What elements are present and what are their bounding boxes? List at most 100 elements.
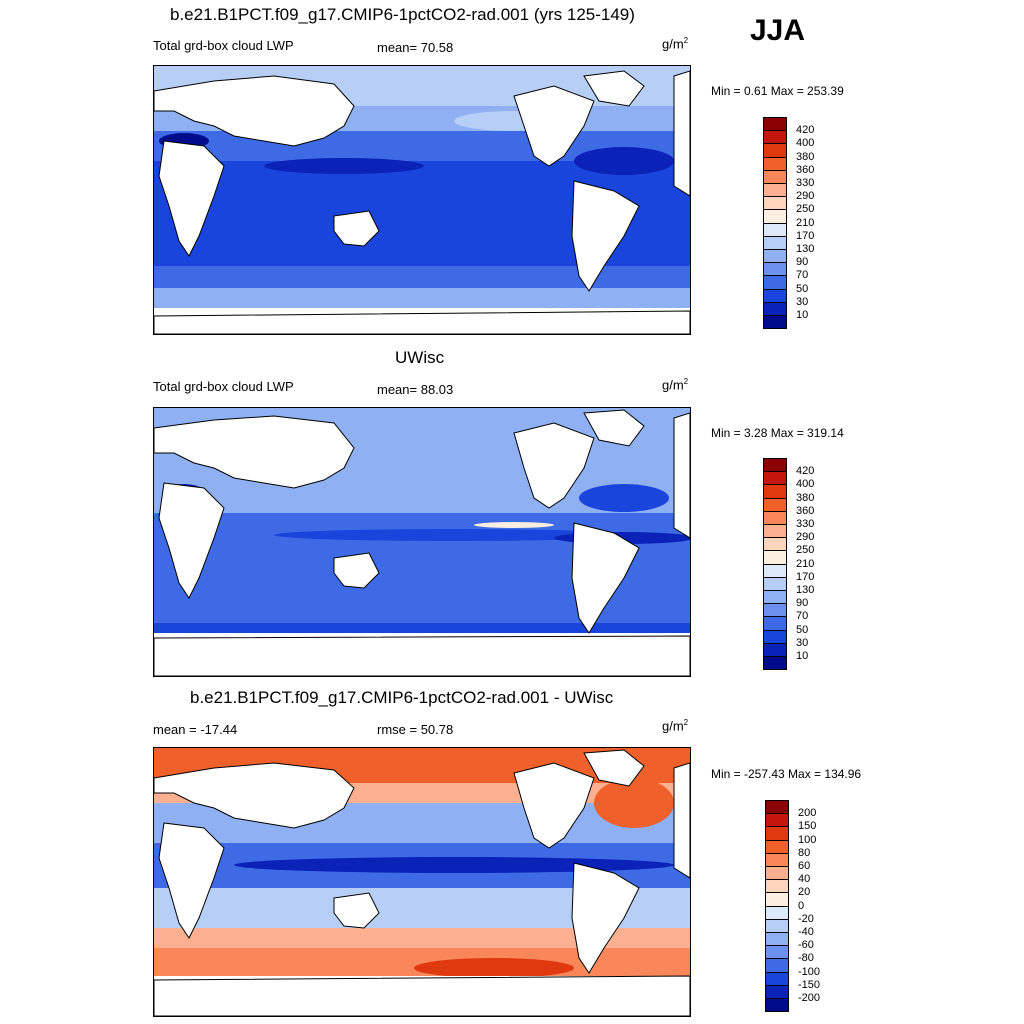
colorbar-swatch — [765, 984, 789, 999]
colorbar-label: 170 — [796, 229, 815, 242]
colorbar-swatch — [763, 642, 787, 657]
colorbar-swatch — [763, 130, 787, 145]
colorbar-swatch — [763, 537, 787, 552]
colorbar-swatch — [763, 301, 787, 316]
panel-1-map — [153, 65, 691, 335]
panel-1-mean-label: mean= 70.58 — [377, 40, 454, 55]
colorbar-swatch — [765, 800, 789, 815]
colorbar-label: 420 — [796, 124, 815, 137]
colorbar-swatch — [763, 497, 787, 512]
colorbar-label: 40 — [798, 873, 811, 886]
colorbar-swatch — [765, 839, 789, 854]
colorbar-label: -60 — [798, 939, 814, 952]
colorbar-label: 30 — [796, 636, 809, 649]
colorbar-swatch — [765, 932, 789, 947]
colorbar-swatch — [763, 603, 787, 618]
colorbar-swatch — [765, 905, 789, 920]
colorbar-swatch — [765, 971, 789, 986]
colorbar-swatch — [763, 524, 787, 539]
colorbar-label: 400 — [796, 137, 815, 150]
colorbar-swatch — [763, 629, 787, 644]
colorbar-swatch — [763, 590, 787, 605]
colorbar-label: 70 — [796, 610, 809, 623]
colorbar-label: 90 — [796, 597, 809, 610]
colorbar-swatch — [763, 169, 787, 184]
panel-3-mean-label: mean = -17.44 — [153, 722, 238, 737]
colorbar-label: 70 — [796, 269, 809, 282]
colorbar-label: -80 — [798, 952, 814, 965]
colorbar-swatch — [763, 563, 787, 578]
colorbar-swatch — [765, 813, 789, 828]
panel-1-variable-label: Total grd-box cloud LWP — [153, 38, 294, 53]
colorbar-swatch — [765, 826, 789, 841]
panel-2-minmax: Min = 3.28 Max = 319.14 — [711, 426, 844, 440]
colorbar-swatch — [763, 576, 787, 591]
panel-3-rmse-label: rmse = 50.78 — [377, 722, 454, 737]
colorbar-swatch — [765, 879, 789, 894]
colorbar-label: 210 — [796, 557, 815, 570]
panel-2-variable-label: Total grd-box cloud LWP — [153, 379, 294, 394]
colorbar-label: 0 — [798, 899, 805, 912]
colorbar-swatch — [763, 616, 787, 631]
panel-1-title: b.e21.B1PCT.f09_g17.CMIP6-1pctCO2-rad.00… — [170, 5, 635, 24]
colorbar-swatch — [763, 156, 787, 171]
colorbar-swatch — [765, 998, 789, 1013]
panel-2-mean-label: mean= 88.03 — [377, 382, 454, 397]
colorbar-swatch — [763, 262, 787, 277]
colorbar-label: 50 — [796, 282, 809, 295]
panel-2-map — [153, 407, 691, 677]
colorbar-swatch — [763, 510, 787, 525]
colorbar-label: -200 — [798, 992, 821, 1004]
colorbar-label: 130 — [796, 243, 815, 255]
colorbar-label: 400 — [796, 478, 815, 491]
colorbar-label: 200 — [798, 807, 817, 820]
colorbar-label: 20 — [798, 886, 811, 899]
colorbar-swatch — [765, 866, 789, 881]
colorbar-label: -20 — [798, 912, 814, 925]
colorbar-label: 330 — [796, 177, 815, 189]
colorbar-label: 10 — [796, 650, 809, 662]
colorbar-swatch — [765, 892, 789, 907]
colorbar-swatch — [763, 458, 787, 473]
colorbar-label: 210 — [796, 216, 815, 229]
colorbar-swatch — [763, 196, 787, 211]
colorbar-swatch — [763, 550, 787, 565]
colorbar-label: 10 — [796, 309, 809, 321]
colorbar-swatch — [763, 209, 787, 224]
colorbar-swatch — [765, 852, 789, 867]
colorbar-swatch — [763, 275, 787, 290]
panel-3-units: g/m2 — [662, 718, 689, 734]
panel-1-minmax: Min = 0.61 Max = 253.39 — [711, 84, 844, 98]
colorbar-label: 170 — [796, 570, 815, 583]
colorbar-label: 50 — [796, 623, 809, 636]
colorbar-label: 380 — [796, 150, 815, 163]
colorbar-swatch — [763, 143, 787, 158]
colorbar-swatch — [763, 235, 787, 250]
colorbar-swatch — [765, 945, 789, 960]
colorbar-label: 290 — [796, 190, 815, 203]
colorbar-label: 100 — [798, 833, 817, 846]
colorbar-label: 130 — [796, 584, 815, 596]
colorbar-label: 290 — [796, 531, 815, 544]
colorbar-swatch — [763, 484, 787, 499]
colorbar-label: 380 — [796, 491, 815, 504]
colorbar-label: 90 — [796, 256, 809, 269]
colorbar-swatch — [763, 471, 787, 486]
colorbar-label: 30 — [796, 295, 809, 308]
colorbar-swatch — [765, 918, 789, 933]
panel-1-units: g/m2 — [662, 36, 689, 52]
colorbar-swatch — [763, 222, 787, 237]
colorbar-label: -100 — [798, 965, 821, 978]
panel-2-colorbar: 420 400 380 360 330 290 250 210 170 130 90 70 50 30 10 — [763, 458, 893, 671]
panel-3-minmax: Min = -257.43 Max = 134.96 — [711, 767, 862, 781]
colorbar-swatch — [763, 117, 787, 132]
colorbar-label: -150 — [798, 978, 821, 991]
colorbar-label: -40 — [798, 926, 814, 938]
colorbar-swatch — [765, 958, 789, 973]
colorbar-label: 60 — [798, 860, 811, 872]
colorbar-swatch — [763, 315, 787, 330]
colorbar-swatch — [763, 249, 787, 264]
colorbar-label: 420 — [796, 465, 815, 478]
colorbar-label: 80 — [798, 846, 811, 859]
panel-2-units: g/m2 — [662, 377, 689, 393]
